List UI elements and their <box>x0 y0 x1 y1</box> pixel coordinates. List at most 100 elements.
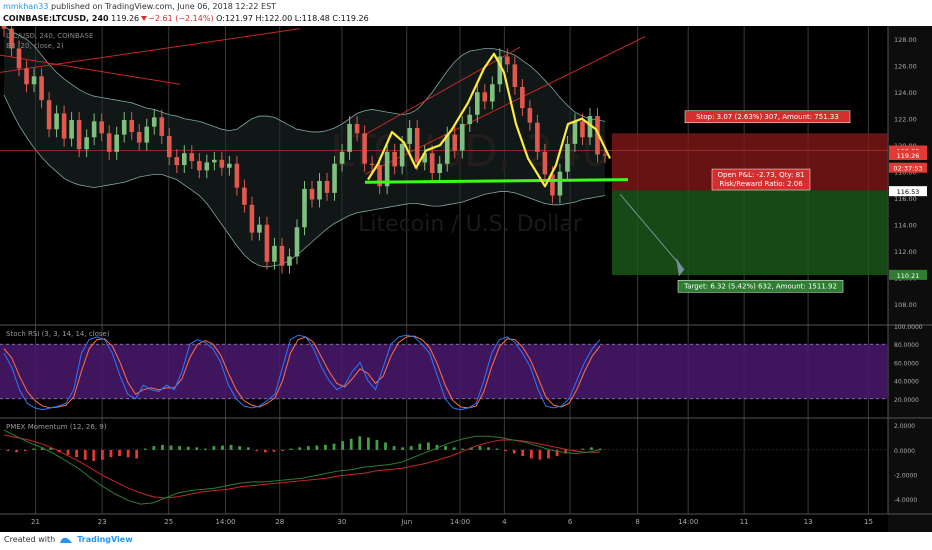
bollinger-upper-line <box>3 26 606 133</box>
pmex-histogram-bar <box>135 449 139 459</box>
candle-body <box>242 187 247 205</box>
publish-info: mmkhan33 published on TradingView.com, J… <box>3 2 276 11</box>
candle-body <box>422 153 427 163</box>
stoch-pane-label: Stoch RSI (3, 3, 14, 14, close) <box>6 330 110 338</box>
pmex-histogram-bar <box>469 447 473 450</box>
candle-body <box>354 124 360 134</box>
price-tick-label: 124.00 <box>894 89 917 97</box>
x-tick-label: 13 <box>804 518 813 526</box>
stoch-k-line <box>3 334 601 411</box>
candle-body <box>377 165 382 187</box>
pmex-tick-label: -2.0000 <box>894 473 917 480</box>
pmex-tick-label: -4.0000 <box>894 497 917 504</box>
candle-body <box>512 64 518 87</box>
head-and-shoulders-pattern <box>367 52 611 188</box>
candle-body <box>444 134 450 164</box>
author-name[interactable]: mmkhan33 <box>3 2 49 11</box>
candle-body <box>602 154 608 156</box>
candle-body <box>467 114 473 125</box>
pmex-tick-label: 2.0000 <box>894 423 915 430</box>
candle-body <box>76 120 82 150</box>
publish-text: published on TradingView.com, June 06, 2… <box>51 2 277 11</box>
candle-body <box>572 121 578 144</box>
x-tick-label: Jun <box>400 518 412 526</box>
candle-body <box>369 163 375 166</box>
pmex-histogram-bar <box>598 448 602 450</box>
pmex-histogram-bar <box>23 449 27 452</box>
candle-body <box>287 256 292 266</box>
pmex-histogram-bar <box>581 448 585 450</box>
x-tick-label: 30 <box>337 518 346 526</box>
candle-body <box>482 92 488 102</box>
pmex-histogram-bar <box>32 448 36 450</box>
pmex-histogram-bar <box>547 449 550 459</box>
price-tag-label: 110.21 <box>897 272 920 280</box>
pmex-histogram-bar <box>212 446 216 450</box>
price-tag <box>889 269 927 280</box>
price-tag-label: 116.53 <box>897 188 920 196</box>
pmex-histogram-bar <box>255 449 259 452</box>
pmex-histogram-bar <box>66 449 70 455</box>
candle-body <box>414 127 420 163</box>
candle-body <box>505 56 510 65</box>
trend-line <box>364 46 521 136</box>
candle-body <box>91 121 97 138</box>
stop-label-box <box>684 110 851 124</box>
candle-body <box>302 188 307 228</box>
x-tick-label: 23 <box>98 518 107 526</box>
candle-body <box>227 163 232 168</box>
take-profit-zone <box>612 190 888 275</box>
x-tick-label: 21 <box>31 518 40 526</box>
candle-body <box>39 76 44 101</box>
candle-body <box>31 76 37 85</box>
pnl-label-text: Open P&L: -2.73, Qty: 81 <box>717 171 804 179</box>
pmex-histogram-bar <box>435 444 439 450</box>
candle-body <box>497 56 503 85</box>
pmex-histogram-bar <box>306 446 310 450</box>
pmex-histogram-bar <box>263 449 267 453</box>
pmex-histogram-bar <box>109 449 113 458</box>
pmex-histogram-bar <box>178 446 181 450</box>
x-tick-label: 4 <box>502 518 507 526</box>
price-tag <box>889 150 927 161</box>
pnl-label-box <box>711 168 811 191</box>
pmex-histogram-bar <box>487 447 490 450</box>
candle-body <box>121 120 127 135</box>
trading-chart[interactable]: 21 23 25 14:00 28 30 Jun 14:00 4 6 8 14:00 11 13 15 LTC… <box>0 26 932 532</box>
created-with-text: Created with <box>4 535 56 544</box>
pmex-histogram-bar <box>366 437 370 450</box>
pmex-histogram-bar <box>529 449 533 459</box>
pmex-histogram-bar <box>92 449 96 461</box>
price-tick-label: 126.00 <box>894 63 917 71</box>
candle-body <box>151 117 157 127</box>
brand-name[interactable]: TradingView <box>77 535 133 544</box>
candle-body <box>264 224 270 262</box>
pmex-macd-line <box>3 429 601 505</box>
trend-line <box>364 36 646 175</box>
pmex-histogram-bar <box>512 449 516 454</box>
pmex-histogram-bar <box>332 443 336 450</box>
target-label-text: Target: 6.32 (5.42%) 632, Amount: 1511.9… <box>683 282 837 290</box>
pmex-histogram-bar <box>315 445 319 450</box>
candle-body <box>46 100 52 130</box>
candle-body <box>317 180 322 200</box>
candle-body <box>452 134 458 151</box>
pmex-histogram-bar <box>392 446 396 450</box>
candle-body <box>69 120 74 139</box>
candle-body <box>61 113 67 139</box>
ohlc-values: O:121.97 H:122.00 L:118.48 C:119.26 <box>216 14 369 23</box>
pmex-histogram-bar <box>324 444 327 450</box>
price-tick-label: 112.00 <box>894 248 917 256</box>
symbol-name: COINBASE:LTCUSD, 240 <box>3 14 109 23</box>
candle-body <box>429 153 435 174</box>
candle-body <box>249 204 255 233</box>
candle-body <box>54 113 59 130</box>
candle-body <box>550 174 555 196</box>
price-tag-label: 02:37:53 <box>893 165 922 173</box>
candle-body <box>99 121 104 134</box>
pmex-histogram-bar <box>452 447 456 450</box>
pmex-histogram-bar <box>40 447 44 450</box>
candle-body <box>129 120 135 132</box>
price-tick-label: 108.00 <box>894 301 917 309</box>
price-tick-label: 128.00 <box>894 36 917 44</box>
